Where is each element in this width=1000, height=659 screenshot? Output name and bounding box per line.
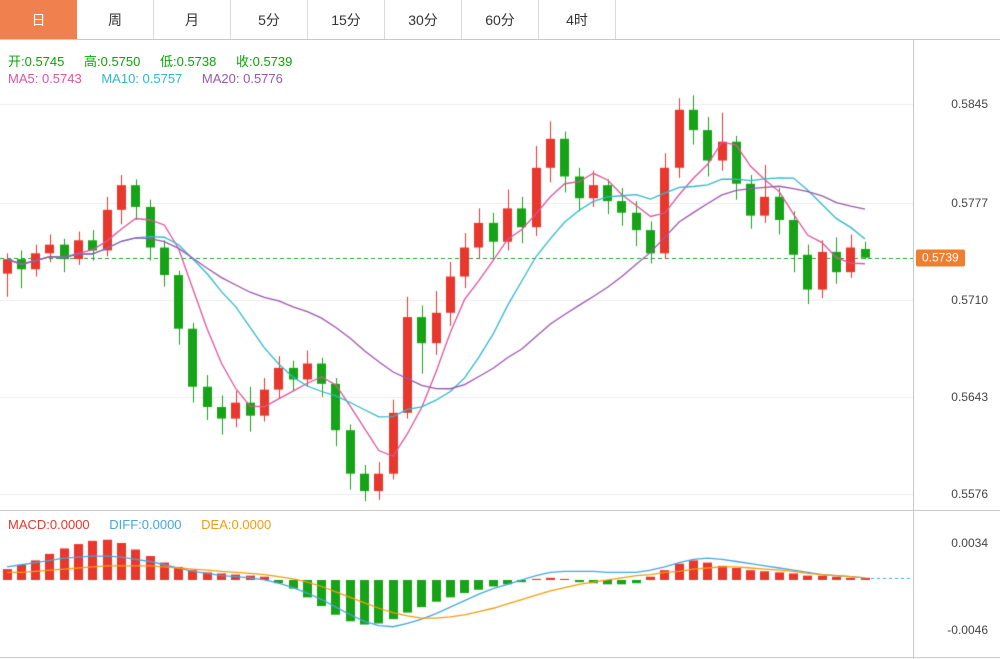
price-axis-tick: 0.5777 [951, 195, 988, 210]
ohlc-close: 收:0.5739 [236, 54, 293, 69]
ohlc-low: 低:0.5738 [160, 54, 217, 69]
tab-30min[interactable]: 30分 [385, 0, 462, 39]
ma5-value: MA5: 0.5743 [8, 71, 82, 86]
tab-5min[interactable]: 5分 [231, 0, 308, 39]
panel-separator [0, 510, 1000, 511]
tab-month[interactable]: 月 [154, 0, 231, 39]
bottom-border [0, 657, 1000, 658]
ma-legend: MA5: 0.5743 MA10: 0.5757 MA20: 0.5776 [8, 71, 299, 86]
macd-chart-canvas[interactable] [0, 510, 913, 659]
macd-value: MACD:0.0000 [8, 517, 90, 532]
diff-value: DIFF:0.0000 [109, 517, 182, 532]
timeframe-tabbar: 日周月 5分 15分 30分 60分 4时 [0, 0, 1000, 40]
ma20-value: MA20: 0.5776 [201, 71, 283, 86]
price-chart-canvas[interactable] [0, 40, 913, 510]
macd-legend: MACD:0.0000 DIFF:0.0000 DEA:0.0000 [8, 517, 287, 532]
last-price-tag: 0.5739 [916, 249, 965, 267]
dea-value: DEA:0.0000 [201, 517, 272, 532]
price-axis-tick: 0.5643 [951, 389, 988, 404]
tab-4hour[interactable]: 4时 [539, 0, 616, 39]
ma10-value: MA10: 0.5757 [101, 71, 183, 86]
price-axis-tick: 0.5845 [951, 97, 988, 111]
macd-axis-tick: -0.0046 [947, 623, 988, 637]
ohlc-legend: 开:0.5745 高:0.5750 低:0.5738 收:0.5739 [8, 51, 308, 70]
price-axis: 0.5739 0.5845 0.5777 0.5710 0.5643 0.5576 0.0… [913, 40, 1000, 659]
tab-week[interactable]: 周 [77, 0, 154, 39]
ohlc-open: 开:0.5745 [8, 54, 65, 69]
ohlc-high: 高:0.5750 [84, 54, 141, 69]
tab-day[interactable]: 日 [0, 0, 77, 39]
price-axis-tick: 0.5710 [951, 292, 988, 307]
tab-15min[interactable]: 15分 [308, 0, 385, 39]
macd-axis-tick: 0.0034 [951, 536, 988, 550]
tab-60min[interactable]: 60分 [462, 0, 539, 39]
price-axis-tick: 0.5576 [951, 487, 988, 501]
